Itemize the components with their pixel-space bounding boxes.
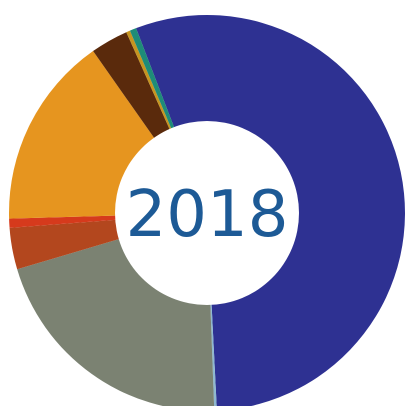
donut-hole — [115, 121, 299, 305]
center-label: 2018 — [126, 178, 289, 252]
